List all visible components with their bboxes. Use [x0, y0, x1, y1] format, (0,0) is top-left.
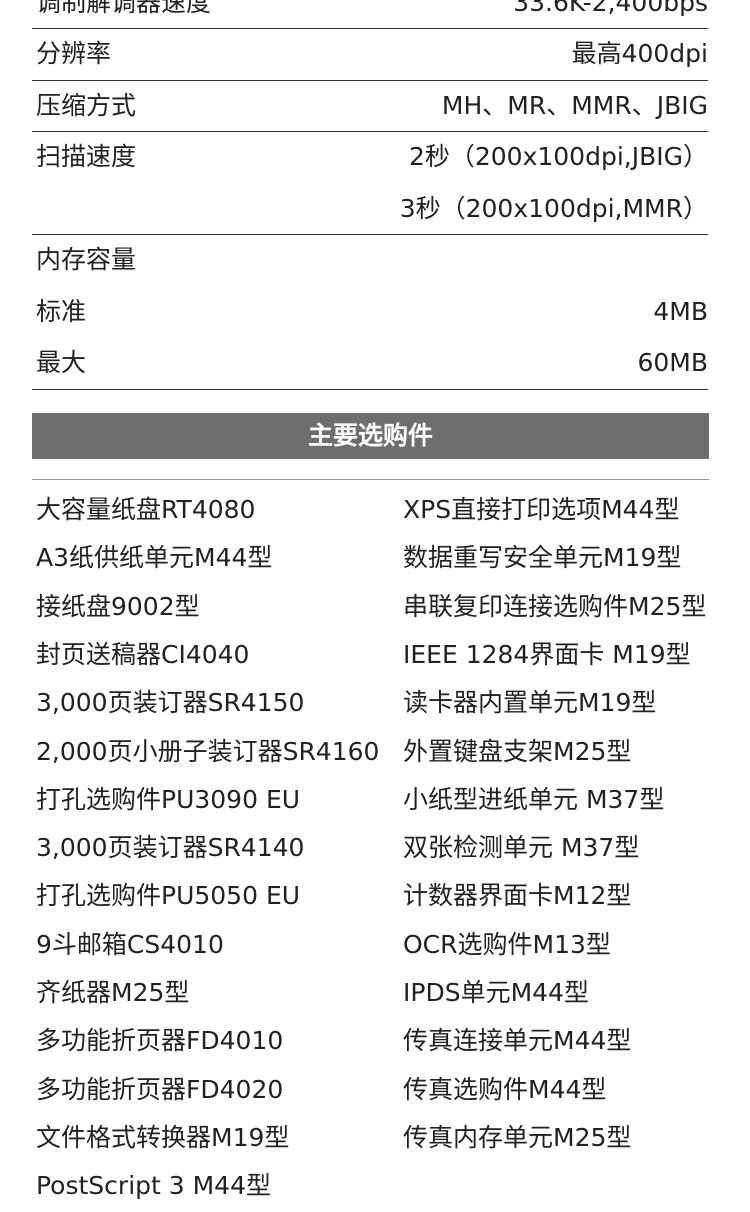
option-item: 传真连接单元M44型: [403, 1026, 632, 1056]
spec-line: 调制解调器速度 33.6K-2,400bps: [32, 0, 708, 28]
spec-value: 33.6K-2,400bps: [513, 0, 708, 17]
spec-row: 调制解调器速度 33.6K-2,400bps: [32, 0, 708, 29]
spec-value: 最高400dpi: [571, 39, 708, 68]
spec-line: 分辨率 最高400dpi: [32, 28, 708, 80]
spec-label: 最大: [36, 348, 87, 377]
option-item: OCR选购件M13型: [403, 929, 611, 959]
option-item: 9斗邮箱CS4010: [36, 929, 224, 959]
divider: [32, 479, 709, 480]
spec-label: 内存容量: [36, 245, 137, 274]
option-item: 打孔选购件PU3090 EU: [36, 784, 301, 814]
spec-line: 内存容量: [32, 234, 708, 286]
option-item: PostScript 3 M44型: [36, 1171, 271, 1201]
spec-value: 4MB: [653, 296, 708, 326]
option-item: 接纸盘9002型: [36, 591, 200, 621]
spec-row: 分辨率 最高400dpi: [32, 28, 708, 81]
option-item: IEEE 1284界面卡 M19型: [403, 639, 691, 669]
option-item: IPDS单元M44型: [403, 978, 589, 1007]
spec-value: 60MB: [637, 348, 708, 377]
spec-line: 扫描速度 2秒（200x100dpi,JBIG）: [32, 131, 708, 183]
option-item: 文件格式转换器M19型: [36, 1122, 290, 1152]
option-item: 3,000页装订器SR4150: [36, 688, 305, 718]
spec-value: MH、MR、MMR、JBIG: [441, 90, 708, 120]
spec-value: 3秒（200x100dpi,MMR）: [399, 193, 708, 223]
spec-label: 分辨率: [36, 39, 112, 68]
option-item: 计数器界面卡M12型: [403, 881, 632, 911]
option-item: 3,000页装订器SR4140: [36, 833, 305, 863]
option-item: A3纸供纸单元M44型: [36, 543, 273, 573]
spec-label: 调制解调器速度: [36, 0, 212, 17]
option-item: 传真内存单元M25型: [403, 1122, 632, 1152]
option-item: 封页送稿器CI4040: [36, 639, 250, 669]
option-item: 打孔选购件PU5050 EU: [36, 881, 301, 911]
option-item: 串联复印连接选购件M25型: [403, 591, 707, 621]
option-item: 数据重写安全单元M19型: [403, 543, 682, 573]
spec-label: 压缩方式: [36, 90, 137, 120]
spec-value: 2秒（200x100dpi,JBIG）: [408, 142, 708, 171]
spec-line: 压缩方式 MH、MR、MMR、JBIG: [32, 80, 708, 132]
spec-label: 扫描速度: [36, 142, 137, 171]
option-item: 多功能折页器FD4020: [36, 1074, 284, 1104]
option-item: 双张检测单元 M37型: [403, 833, 640, 863]
option-item: 齐纸器M25型: [36, 978, 190, 1007]
spec-row: 扫描速度 2秒（200x100dpi,JBIG） 3秒（200x100dpi,MMR…: [32, 131, 708, 235]
option-item: 外置键盘支架M25型: [403, 736, 632, 766]
option-item: 读卡器内置单元M19型: [403, 688, 657, 718]
spec-row: 压缩方式 MH、MR、MMR、JBIG: [32, 80, 708, 132]
option-item: 2,000页小册子装订器SR4160: [36, 736, 380, 766]
option-item: 小纸型进纸单元 M37型: [403, 784, 665, 814]
spec-row: 内存容量标准 4MB 最大 60MB: [32, 234, 708, 390]
option-item: 传真选购件M44型: [403, 1074, 607, 1104]
option-item: 多功能折页器FD4010: [36, 1026, 284, 1056]
option-item: 大容量纸盘RT4080: [36, 495, 256, 524]
section-banner: 主要选购件: [32, 413, 709, 459]
option-item: XPS直接打印选项M44型: [403, 495, 680, 524]
spec-label: 标准: [36, 296, 87, 326]
spec-line: 最大 60MB: [32, 337, 708, 389]
spec-line: 标准 4MB: [32, 286, 708, 338]
spec-line: 3秒（200x100dpi,MMR）: [32, 183, 708, 235]
